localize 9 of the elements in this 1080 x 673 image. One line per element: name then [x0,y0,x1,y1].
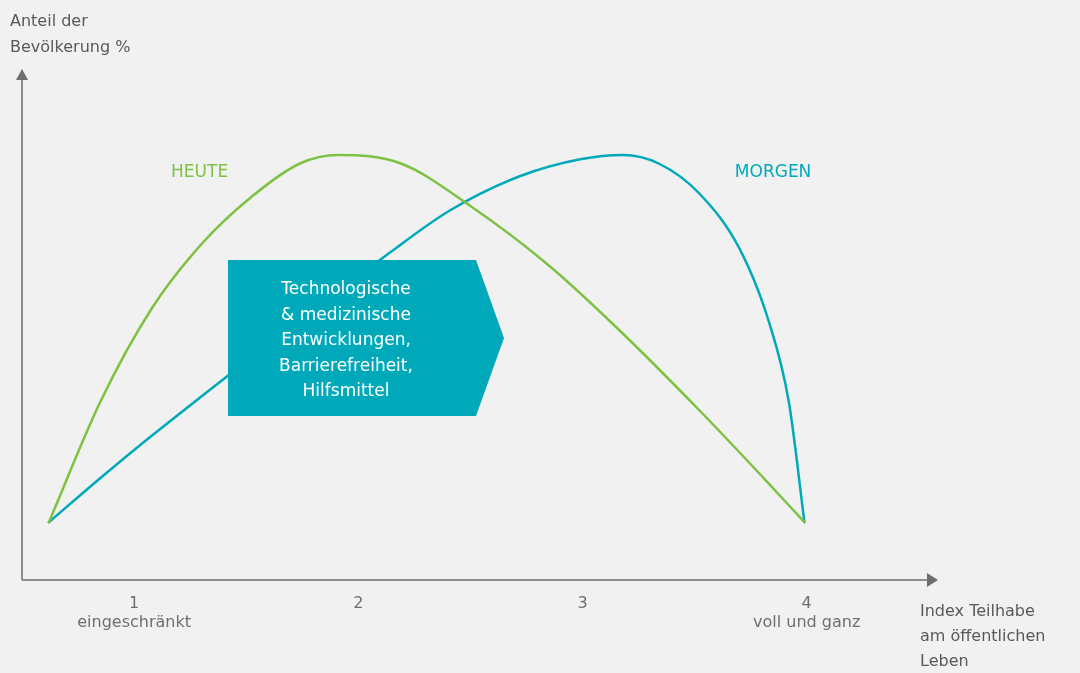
x-tick-label: 2 [353,592,364,612]
x-axis-title: Index Teilhabe am öffentlichen Leben [920,600,1047,672]
series-label: HEUTE [171,161,229,182]
annotation: Technologische & medizinische Entwicklungen, Barrierefreiheit, Hilfsmittel [279,278,413,400]
text: Anteil der Bevölkerung % [10,10,132,58]
x-tick-label: 3 [577,592,588,612]
x-tick-label: 4 voll und ganz [753,592,861,631]
x-tick-label: 1 eingeschränkt [77,592,191,631]
text: MORGEN [734,161,812,182]
